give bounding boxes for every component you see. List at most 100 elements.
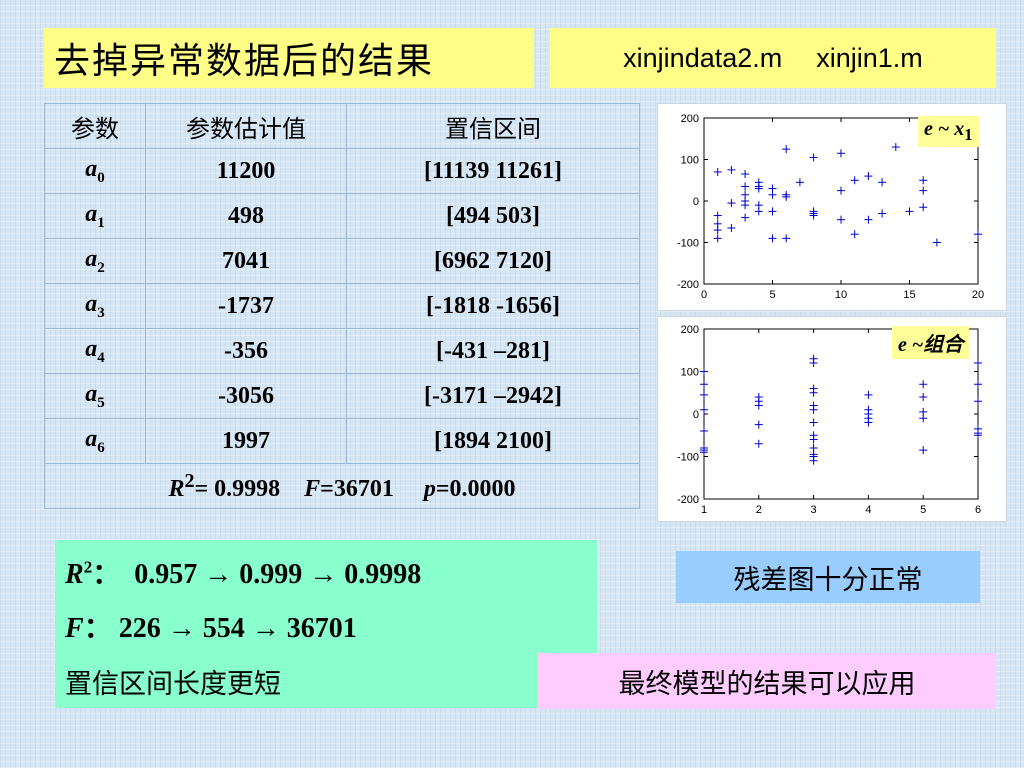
x-tick-label: 20 (972, 289, 984, 301)
plot1-label-sub: 1 (964, 125, 973, 144)
x-tick-label: 6 (975, 504, 981, 516)
x-tick-label: 3 (811, 504, 817, 516)
param-estimate: -1737 (145, 283, 347, 329)
summary-r2-line: R2： 0.957 → 0.999 → 0.9998 (65, 552, 421, 592)
data-point (837, 215, 845, 224)
data-point (754, 401, 763, 410)
param-letter: a (85, 335, 98, 362)
table-row: a4 -356 [-431 –281] (44, 328, 640, 374)
file-names: xinjindata2.m xinjin1.m (550, 28, 996, 88)
data-point (795, 178, 804, 187)
data-point (919, 393, 928, 401)
summary-r2-sup: 2 (83, 557, 93, 577)
table-row: a1 498 [494 503] (44, 193, 640, 239)
plot2-label-text: e ~组合 (898, 334, 964, 356)
parameter-table: 参数 参数估计值 置信区间 a0 11200 [11139 11261] a1 498[… (44, 103, 640, 509)
data-point (700, 390, 708, 399)
data-point (768, 234, 777, 243)
summary-f-line: F： 226 → 554 → 36701 (65, 606, 357, 646)
data-point (919, 176, 928, 185)
param-name: a4 (44, 328, 146, 374)
p-label: p (423, 475, 436, 502)
data-point (727, 165, 736, 174)
param-letter: a (85, 380, 98, 407)
param-sub: 0 (97, 169, 105, 186)
y-tick-label: 100 (681, 367, 699, 379)
param-sub: 6 (97, 439, 105, 456)
data-point (727, 223, 736, 232)
y-tick-label: 200 (681, 324, 699, 336)
x-tick-label: 2 (756, 504, 762, 516)
data-point (932, 238, 941, 247)
data-point (809, 456, 818, 465)
param-name: a2 (44, 238, 146, 284)
x-tick-label: 1 (701, 504, 707, 516)
data-point (741, 213, 750, 222)
data-point (878, 178, 887, 187)
param-letter: a (85, 155, 98, 182)
data-point (700, 448, 708, 457)
param-estimate: 498 (145, 193, 347, 239)
data-point (782, 192, 791, 201)
data-point (713, 234, 722, 243)
param-name: a6 (44, 418, 146, 464)
file-name-2: xinjin1.m (816, 42, 923, 73)
data-point (905, 207, 914, 216)
param-sub: 2 (97, 259, 105, 276)
residual-note: 残差图十分正常 (676, 551, 980, 603)
param-letter: a (85, 290, 98, 317)
table-row: a2 7041 [6962 7120] (44, 238, 640, 284)
data-point (809, 388, 818, 397)
data-point (919, 186, 928, 195)
col-header-interval: 置信区间 (346, 103, 640, 149)
table-row: a0 11200 [11139 11261] (44, 148, 640, 194)
y-tick-label: -100 (677, 452, 699, 464)
x-tick-label: 5 (920, 504, 926, 516)
data-point (768, 190, 777, 199)
param-letter: a (85, 245, 98, 272)
fit-statistics: R2= 0.9998 F=36701 p=0.0000 (44, 463, 640, 509)
data-point (864, 418, 873, 427)
data-point (974, 397, 982, 406)
data-point (974, 230, 982, 239)
data-point (741, 182, 750, 191)
param-interval: [1894 2100] (346, 418, 640, 464)
x-tick-label: 5 (769, 289, 775, 301)
data-point (700, 427, 708, 435)
summary-f-values: 226 → 554 → 36701 (118, 613, 357, 644)
data-point (713, 167, 722, 176)
data-point (809, 211, 818, 220)
r2-value: = 0.9998 (194, 475, 281, 502)
param-interval: [-431 –281] (346, 328, 640, 374)
data-point (974, 380, 982, 389)
param-estimate: -356 (145, 328, 347, 374)
data-point (754, 420, 763, 429)
r2-label: R (168, 475, 185, 502)
f-value: =36701 (320, 475, 394, 502)
summary-r2-colon: ： (92, 559, 121, 590)
param-letter: a (85, 200, 98, 227)
data-point (741, 201, 750, 210)
data-point (782, 234, 791, 243)
data-point (754, 439, 763, 448)
data-point (974, 359, 982, 367)
data-point (878, 209, 887, 218)
conclusion-note: 最终模型的结果可以应用 (538, 653, 996, 709)
r2-sup: 2 (184, 469, 195, 492)
param-interval: [6962 7120] (346, 238, 640, 284)
col-header-estimate: 参数估计值 (145, 103, 347, 149)
file-name-1: xinjindata2.m (623, 42, 783, 73)
param-sub: 1 (97, 214, 105, 231)
data-point (809, 435, 818, 444)
data-point (754, 184, 763, 193)
data-point (700, 380, 708, 389)
data-point (809, 405, 818, 414)
table-header-row: 参数 参数估计值 置信区间 (44, 103, 640, 149)
data-point (919, 380, 928, 389)
plot1-label-main: e ~ x (924, 118, 965, 140)
data-point (727, 199, 736, 208)
x-tick-label: 10 (835, 289, 847, 301)
data-point (864, 215, 873, 224)
data-point (850, 230, 859, 239)
y-tick-label: 100 (681, 155, 699, 167)
